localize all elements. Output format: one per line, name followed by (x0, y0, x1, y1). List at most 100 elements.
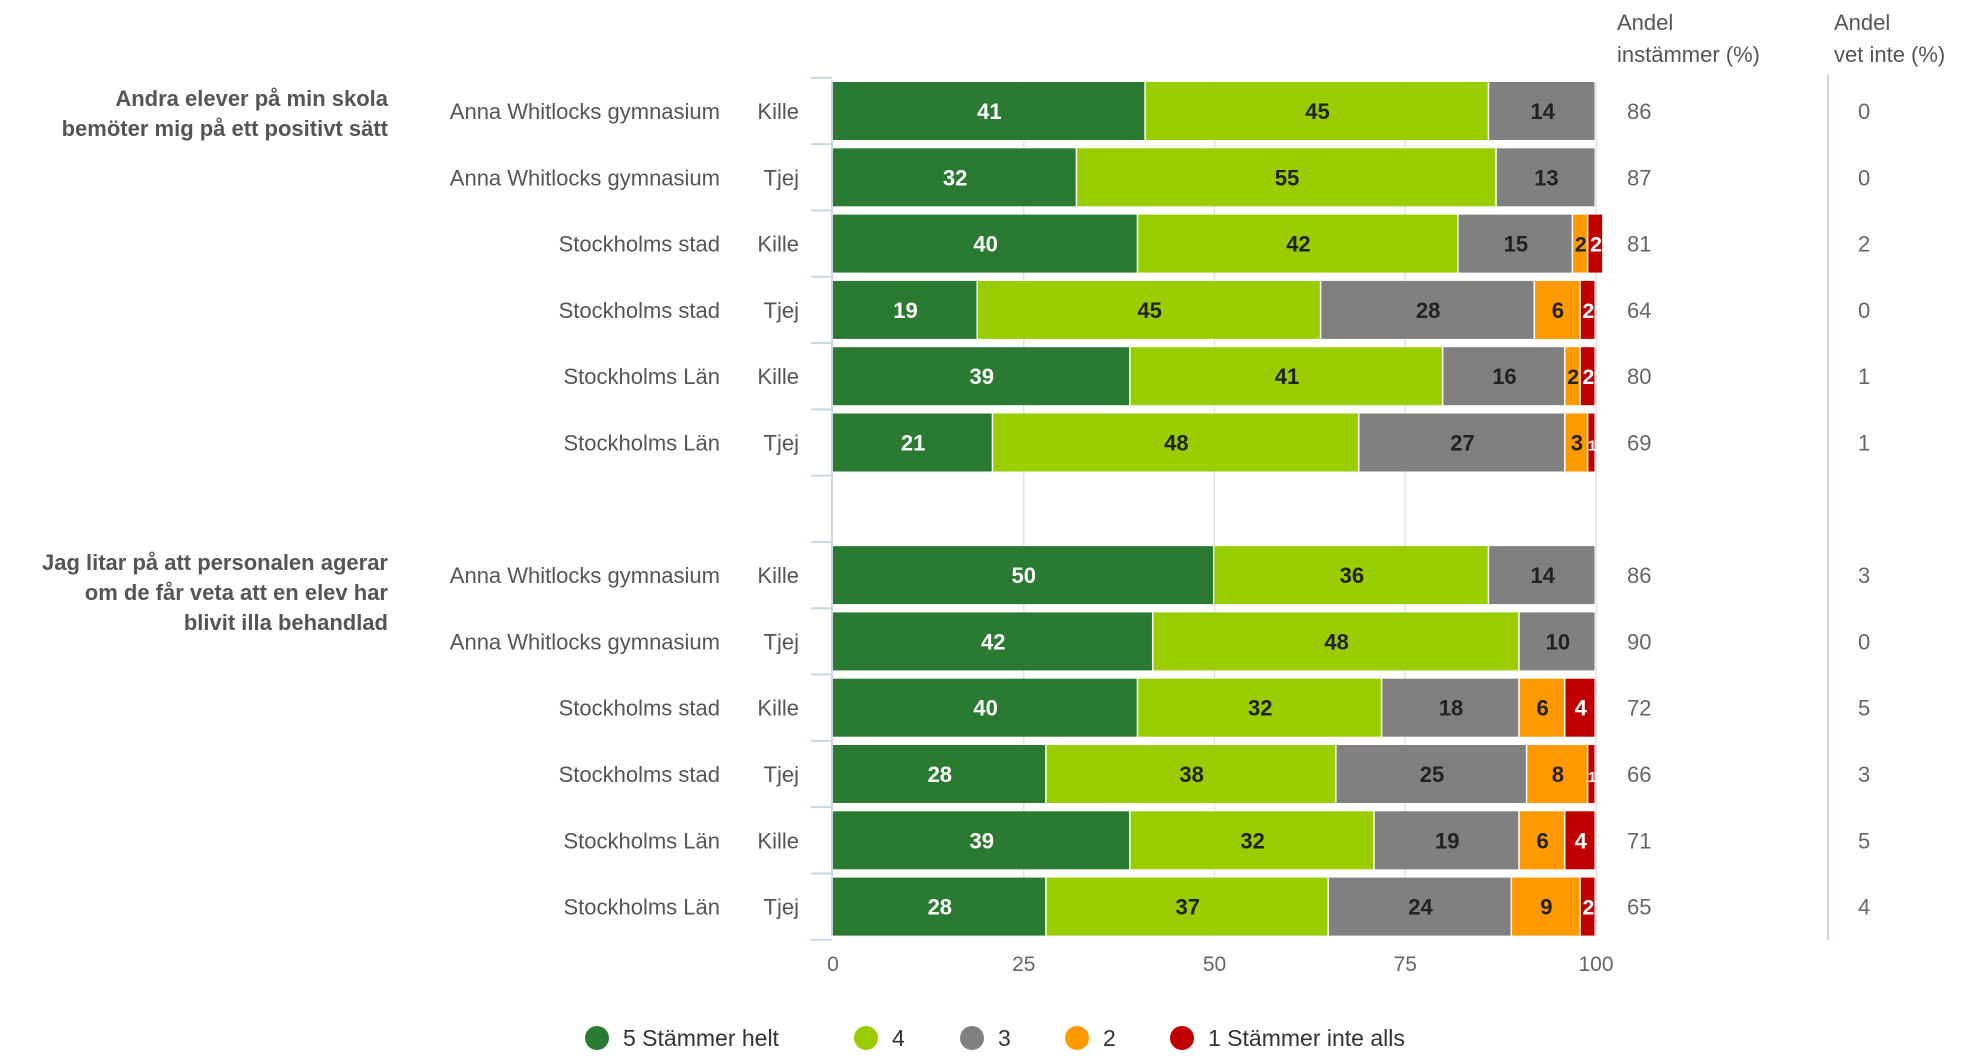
data-label: 15 (1504, 232, 1528, 257)
bar-segment (1565, 678, 1595, 737)
data-label: 6 (1536, 696, 1548, 721)
agree-share-value: 71 (1627, 828, 1651, 853)
data-label: 0 (1598, 169, 1609, 190)
row-label-gender: Kille (757, 99, 799, 124)
data-label: 41 (977, 99, 1001, 124)
x-tick-label: 0 (827, 953, 839, 976)
bar-segment (1534, 280, 1580, 339)
data-label: 0 (1598, 633, 1609, 654)
dont-know-share-value: 0 (1858, 165, 1870, 190)
dont-know-share-value: 5 (1858, 828, 1870, 853)
data-label: 1 (1588, 769, 1596, 786)
agree-share-value: 81 (1627, 232, 1651, 257)
bar-segment (833, 877, 1046, 936)
data-label: 4 (1575, 828, 1588, 853)
data-label: 36 (1340, 563, 1364, 588)
agree-column-header: instämmer (%) (1617, 42, 1760, 67)
dont-know-share-value: 3 (1858, 563, 1870, 588)
bar-segment (1519, 811, 1564, 870)
bar-segment (1573, 214, 1587, 273)
row-label-gender: Tjej (764, 165, 799, 190)
row-label-school: Anna Whitlocks gymnasium (450, 563, 720, 588)
bar-segment (1145, 82, 1488, 140)
data-label: 32 (1240, 828, 1264, 853)
question-label: Andra elever på min skola (115, 86, 388, 111)
data-label: 40 (973, 696, 997, 721)
dont-know-share-value: 5 (1858, 696, 1870, 721)
data-label: 50 (1012, 563, 1036, 588)
row-label-gender: Kille (757, 232, 799, 257)
agree-column-header: Andel (1617, 10, 1673, 35)
data-label: 6 (1552, 298, 1564, 323)
row-label-school: Anna Whitlocks gymnasium (450, 165, 720, 190)
dont-know-share-value: 0 (1858, 629, 1870, 654)
bars-layer (833, 82, 1603, 936)
data-label: 0 (1598, 567, 1609, 588)
dont-know-share-value: 1 (1858, 431, 1870, 456)
data-label: 25 (1420, 762, 1444, 787)
legend-marker (854, 1026, 878, 1050)
data-label: 18 (1439, 696, 1463, 721)
legend-label: 4 (892, 1025, 905, 1051)
x-tick-label: 50 (1203, 953, 1226, 976)
legend-marker (1065, 1026, 1089, 1050)
dont-know-share-value: 1 (1858, 364, 1870, 389)
agree-share-value: 64 (1627, 298, 1651, 323)
bar-segment (993, 413, 1358, 472)
agree-share-value: 87 (1627, 165, 1651, 190)
data-label: 4 (1575, 696, 1588, 721)
bar-segment (1580, 347, 1595, 406)
data-label: 40 (973, 232, 997, 257)
data-label: 21 (901, 431, 925, 456)
bar-segment (1512, 877, 1580, 936)
row-label-school: Stockholms stad (559, 762, 720, 787)
data-label: 3 (1571, 431, 1583, 456)
dont-know-column-header: Andel (1834, 10, 1890, 35)
question-label: om de får veta att en elev har (85, 580, 389, 605)
bar-segment (1359, 413, 1564, 472)
bar-segment (833, 347, 1130, 406)
row-label-school: Anna Whitlocks gymnasium (450, 629, 720, 654)
data-label: 28 (928, 762, 952, 787)
question-label: Jag litar på att personalen agerar (42, 550, 388, 575)
legend-label: 5 Stämmer helt (623, 1025, 780, 1051)
bar-segment (833, 678, 1137, 737)
row-label-school: Stockholms Län (563, 828, 720, 853)
dont-know-share-value: 4 (1858, 895, 1870, 920)
bar-segment (1588, 745, 1595, 803)
row-label-gender: Kille (757, 828, 799, 853)
bar-segment (1077, 148, 1496, 207)
legend-label: 2 (1103, 1025, 1116, 1051)
row-label-school: Stockholms stad (559, 696, 720, 721)
bar-segment (1458, 214, 1572, 273)
row-label-school: Stockholms Län (563, 364, 720, 389)
bar-segment (1580, 280, 1595, 339)
bar-segment (1382, 678, 1519, 737)
bar-segment (1443, 347, 1564, 406)
agree-share-value: 66 (1627, 762, 1651, 787)
data-label: 38 (1179, 762, 1203, 787)
x-tick-label: 100 (1578, 953, 1613, 976)
legend-marker (1170, 1026, 1194, 1050)
x-tick-label: 75 (1394, 953, 1417, 976)
bar-segment (833, 745, 1046, 803)
bar-segment (1496, 148, 1595, 207)
bar-segment (1130, 347, 1442, 406)
data-label: 0 (1598, 169, 1609, 190)
bar-segment (833, 214, 1137, 273)
legend-label: 3 (998, 1025, 1011, 1051)
bar-segment (1565, 413, 1587, 472)
agree-share-value: 72 (1627, 696, 1651, 721)
row-label-gender: Kille (757, 696, 799, 721)
row-label-gender: Tjej (764, 762, 799, 787)
data-label: 32 (943, 165, 967, 190)
bar-segment (1580, 877, 1595, 936)
data-label: 1 (1588, 438, 1596, 455)
bar-segment (1527, 745, 1587, 803)
data-label: 8 (1552, 762, 1564, 787)
data-label: 10 (1546, 629, 1570, 654)
bar-segment (1153, 612, 1519, 671)
data-label: 14 (1530, 99, 1555, 124)
bar-segment (1046, 745, 1336, 803)
